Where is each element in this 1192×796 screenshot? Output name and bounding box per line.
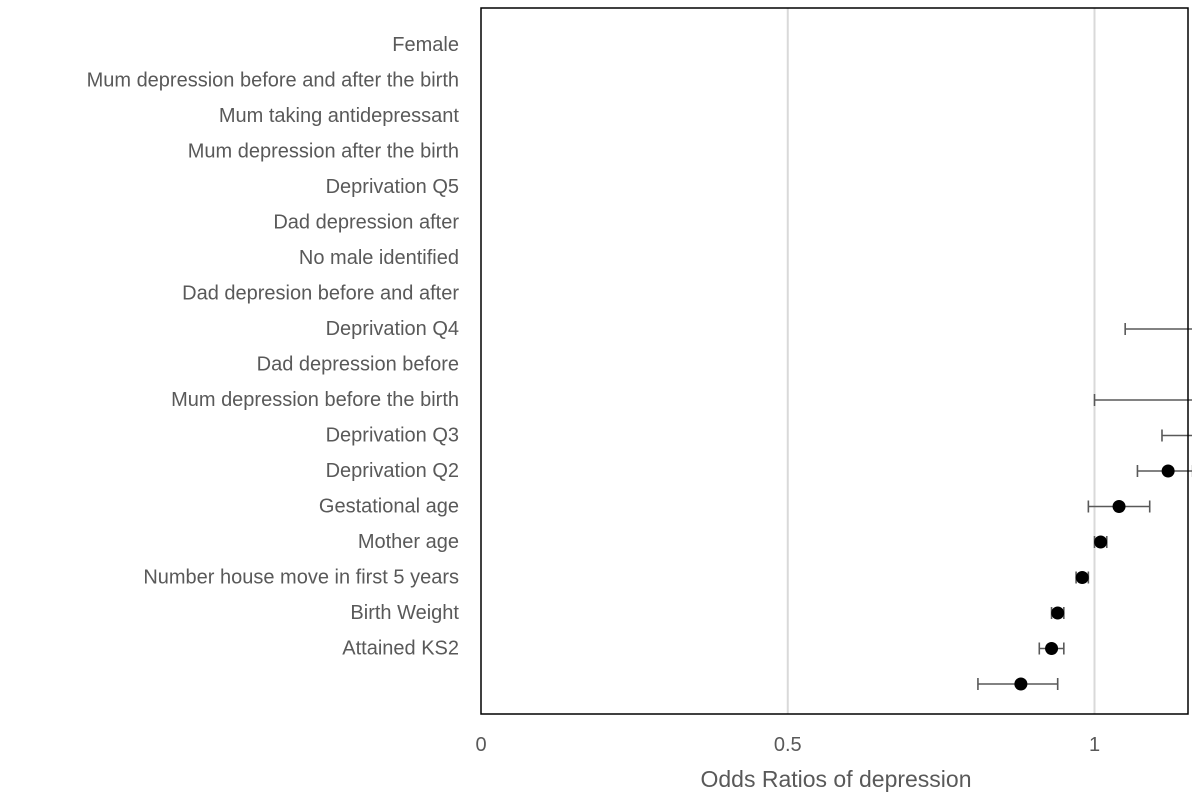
category-label: Mother age — [358, 531, 459, 553]
data-point — [1014, 677, 1028, 691]
data-point — [1075, 571, 1089, 584]
error-bars — [977, 323, 1192, 690]
data-point — [1112, 500, 1126, 513]
category-label: Birth Weight — [350, 602, 459, 624]
data-point — [1094, 535, 1108, 549]
category-label: Deprivation Q3 — [326, 425, 459, 447]
x-tick-labels: 00.511.52 — [475, 734, 1100, 756]
category-label: Attained KS2 — [342, 638, 459, 660]
category-label: Dad depression after — [273, 212, 459, 234]
category-label: Mum depression before and after the birt… — [87, 70, 459, 92]
x-axis-title: Odds Ratios of depression — [700, 766, 971, 792]
data-points — [1014, 464, 1175, 691]
gridlines — [786, 8, 1096, 714]
category-labels: Female Mum depression before and after th… — [87, 34, 460, 660]
category-label: Female — [392, 34, 459, 56]
category-label: Deprivation Q2 — [326, 460, 459, 482]
category-label: Dad depresion before and after — [182, 283, 459, 305]
data-point — [1051, 606, 1065, 620]
category-label: Gestational age — [319, 496, 459, 518]
category-label: Mum depression after the birth — [188, 141, 459, 163]
category-label: Mum taking antidepressant — [219, 105, 460, 127]
data-point — [1161, 464, 1175, 478]
x-tick-label: 0.5 — [774, 734, 802, 756]
category-label: Deprivation Q4 — [326, 318, 459, 340]
category-label: No male identified — [299, 247, 459, 269]
category-label: Mum depression before the birth — [171, 389, 459, 411]
category-label: Deprivation Q5 — [326, 176, 459, 198]
x-tick-label: 1 — [1089, 734, 1100, 756]
category-label: Number house move in first 5 years — [143, 567, 459, 589]
x-tick-label: 0 — [475, 734, 486, 756]
category-label: Dad depression before — [257, 354, 459, 376]
plot-area-frame — [480, 7, 1189, 715]
data-point — [1045, 642, 1059, 655]
